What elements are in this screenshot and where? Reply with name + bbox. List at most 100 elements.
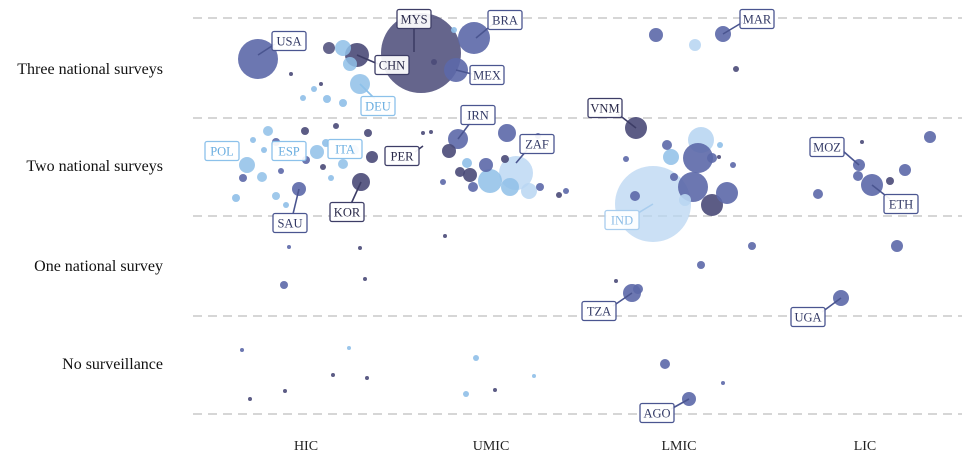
bubble	[663, 149, 679, 165]
bubble	[311, 86, 317, 92]
bubble	[323, 42, 335, 54]
bubble	[458, 22, 490, 54]
bubble	[501, 155, 509, 163]
bubble	[300, 95, 306, 101]
bubble	[521, 183, 537, 199]
bubble	[443, 234, 447, 238]
tag-box-ita	[327, 138, 363, 160]
bubble	[532, 374, 536, 378]
bubble	[813, 189, 823, 199]
bubbles	[232, 13, 936, 406]
bubble	[556, 192, 562, 198]
bubble	[451, 27, 457, 33]
x-axis-labels: HIC UMIC LMIC LIC	[294, 439, 876, 454]
bubble	[886, 177, 894, 185]
tag-label-eth: ETH	[889, 198, 913, 212]
bubble	[347, 346, 351, 350]
country-tags: USA CHN MYS BRA MEX DEU MAR POL ESP ITA PER IRN ZAF S…	[204, 8, 919, 424]
tag-label-moz: MOZ	[813, 141, 841, 155]
tag-box-kor	[329, 201, 365, 223]
bubble	[462, 158, 472, 168]
tag-box-mex	[469, 64, 505, 86]
bubble	[320, 164, 326, 170]
bubble	[630, 191, 640, 201]
bubble	[257, 172, 267, 182]
bubble	[335, 40, 351, 56]
bubble	[501, 178, 519, 196]
bubble	[358, 246, 362, 250]
bubble	[614, 279, 618, 283]
bubble	[272, 192, 280, 200]
grid-lines	[193, 17, 962, 415]
tag-box-bra	[487, 9, 523, 31]
tag-box-uga	[790, 306, 826, 328]
bubble	[716, 182, 738, 204]
bubble	[683, 143, 713, 173]
y-axis-labels: No surveillance One national survey Two na…	[17, 61, 163, 373]
bubble	[421, 131, 425, 135]
tag-label-ind: IND	[611, 214, 633, 228]
bubble	[250, 137, 256, 143]
bubble	[289, 72, 293, 76]
tag-box-deu	[360, 95, 396, 117]
bubble	[479, 158, 493, 172]
bubble	[689, 39, 701, 51]
bubble	[463, 391, 469, 397]
bubble	[717, 142, 723, 148]
bubble	[232, 194, 240, 202]
tag-label-esp: ESP	[278, 145, 300, 159]
bubble	[670, 173, 678, 181]
x-label-hic: HIC	[294, 439, 318, 454]
bubble	[364, 129, 372, 137]
bubble	[748, 242, 756, 250]
tag-box-tza	[581, 300, 617, 322]
tag-box-usa	[271, 30, 307, 52]
tag-label-vnm: VNM	[590, 102, 619, 116]
bubble	[239, 157, 255, 173]
tag-box-mar	[739, 8, 775, 30]
x-label-lmic: LMIC	[662, 439, 697, 454]
bubble	[493, 388, 497, 392]
tag-label-mex: MEX	[473, 69, 501, 83]
leader-line-moz	[842, 150, 860, 166]
tag-box-per	[384, 145, 420, 167]
bubble	[633, 284, 643, 294]
bubble	[339, 99, 347, 107]
tag-label-mar: MAR	[743, 13, 772, 27]
tag-label-bra: BRA	[492, 14, 518, 28]
tag-label-per: PER	[391, 150, 415, 164]
tag-label-usa: USA	[276, 35, 301, 49]
bubble	[697, 261, 705, 269]
tag-box-ind	[604, 209, 640, 231]
tag-box-vnm	[587, 97, 623, 119]
bubble	[891, 240, 903, 252]
bubble	[707, 153, 717, 163]
tag-label-mys: MYS	[400, 13, 427, 27]
bubble	[679, 194, 691, 206]
tag-label-sau: SAU	[277, 217, 302, 231]
bubble	[701, 194, 723, 216]
bubble	[431, 59, 437, 65]
tag-box-eth	[883, 193, 919, 215]
bubble	[365, 376, 369, 380]
bubble	[478, 169, 502, 193]
bubble	[328, 175, 334, 181]
tag-box-zaf	[519, 133, 555, 155]
bubble	[440, 179, 446, 185]
tag-box-ago	[639, 402, 675, 424]
bubble	[733, 66, 739, 72]
bubble	[278, 168, 284, 174]
bubble	[343, 57, 357, 71]
leader-line-sau	[292, 188, 300, 215]
tag-box-mys	[396, 8, 432, 30]
bubble	[310, 145, 324, 159]
bubble	[473, 355, 479, 361]
bubble	[333, 123, 339, 129]
tag-label-ago: AGO	[643, 407, 670, 421]
x-label-lic: LIC	[854, 439, 877, 454]
bubble	[623, 156, 629, 162]
tag-label-chn: CHN	[379, 59, 405, 73]
bubble	[363, 277, 367, 281]
bubble	[287, 245, 291, 249]
